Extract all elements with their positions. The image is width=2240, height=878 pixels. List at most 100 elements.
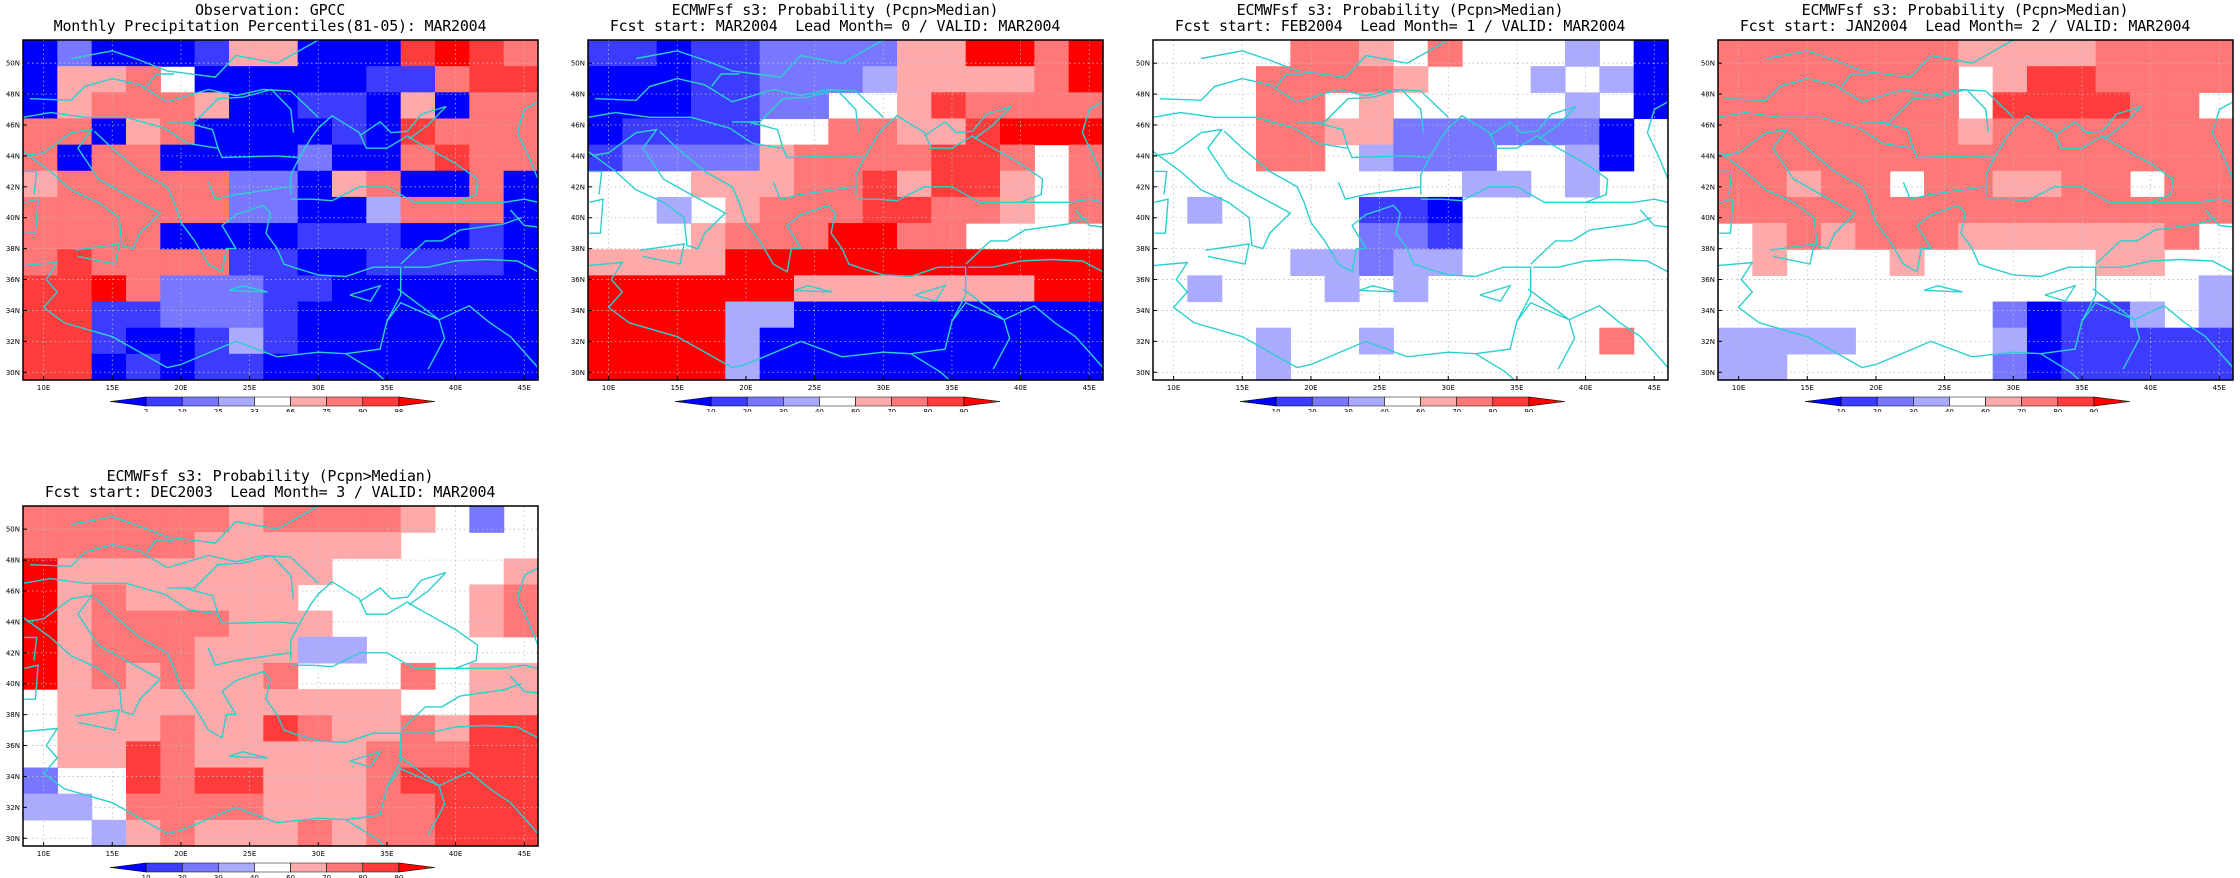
grid-cell [2198,170,2234,198]
grid-cell [1599,118,1635,146]
grid-cell [160,741,196,769]
lat-tick-label: 34N [571,307,585,315]
coastline [167,88,295,133]
colorbar-segment [674,396,712,407]
grid-cell [263,636,299,664]
coastline [2092,288,2234,369]
grid-cell [91,353,127,381]
colorbar-segment [290,396,327,407]
grid-cell [332,532,367,559]
grid-cell [1359,118,1394,146]
lat-tick-label: 32N [6,338,20,346]
lon-tick-label: 20E [174,384,187,392]
grid-cell [469,223,505,250]
grid-cell [91,558,127,586]
lon-tick-label: 35E [380,850,393,858]
lat-tick-label: 34N [1136,307,1150,315]
coastline [968,258,1104,273]
grid-cell [91,636,127,664]
coastline [70,39,319,78]
grid-cell [469,353,505,381]
coastline [914,284,947,303]
grid-cell [794,353,829,381]
grid-cell [126,144,161,172]
grid-cell [1068,92,1104,120]
grid-cell [588,144,623,172]
grid-cell [194,40,230,67]
coastline [146,539,175,553]
lon-tick-label: 40E [449,850,462,858]
grid-cell [160,301,196,329]
coastline [24,198,39,234]
lon-tick-label: 10E [37,384,50,392]
lat-tick-label: 36N [1136,276,1150,284]
grid-cell [263,532,299,559]
grid-cell [691,301,726,329]
grid-cell [503,301,539,329]
grid-cell [229,196,264,224]
grid-cell [1889,223,1925,250]
grid-cell [1786,92,1822,120]
grid-cell [1000,40,1035,67]
coastline [403,724,539,739]
grid-cell [691,223,726,250]
grid-cell [931,92,967,120]
grid-cell [1752,40,1788,67]
grid-cell [400,506,436,533]
grid-cell [23,92,58,120]
grid-cell [503,353,539,381]
grid-cell [1034,66,1070,93]
grid-cell [366,767,402,795]
grid-cell [435,118,470,146]
colorbar-segment [1348,396,1385,407]
grid-cell [435,196,470,224]
grid-cell [297,66,333,93]
grid-cell [1393,249,1429,276]
precipitation-map: 30N 32N 34N 36N 38N 40N 42N 44N 46N 48N 50N 10E 15E 2… [1136,39,1669,412]
lat-tick-label: 36N [1701,276,1715,284]
lat-tick-label: 40N [6,214,20,222]
lon-tick-label: 40E [1579,384,1592,392]
lon-tick-label: 30E [312,384,325,392]
lon-tick-label: 20E [1869,384,1882,392]
coastline [1719,170,1733,195]
grid-cell [725,144,761,172]
colorbar-label: 60 [851,408,860,412]
lat-tick-label: 48N [6,557,20,565]
coastline [22,261,168,369]
colorbar-segment [963,396,1001,407]
grid-cell [622,353,658,381]
grid-cell [503,170,539,198]
grid-cell [1290,40,1326,67]
colorbar-segment [1384,396,1421,407]
coastline [1152,261,1298,369]
grid-cell [1924,144,1959,172]
grid-cell [1855,196,1891,224]
grid-cell [794,144,829,172]
grid-cell [725,196,761,224]
grid-cell [126,558,161,586]
coastline [397,754,539,835]
coastline [1152,111,1428,159]
grid-cell [725,249,761,276]
grid-cell [229,506,264,533]
grid-cell [1889,92,1925,120]
grid-cell [332,353,367,381]
colorbar-label: 2 [144,408,148,412]
lon-tick-label: 45E [518,850,531,858]
grid-cell [897,66,932,93]
grid-cell [229,715,264,742]
colorbar-label: 80 [358,874,367,878]
grid-cell [23,532,58,559]
panel-title-line1: ECMWFsf s3: Probability (Pcpn>Median) [1236,1,1564,19]
grid-cell [297,689,333,716]
grid-cell [2061,223,2097,250]
map-frame [587,39,1104,381]
grid-cell [2198,40,2234,67]
grid-cell [263,558,299,586]
grid-cell [2130,223,2165,250]
coastline [207,647,291,667]
grid-cell [794,249,829,276]
grid-cell [23,610,58,638]
grid-cell [1530,66,1566,93]
